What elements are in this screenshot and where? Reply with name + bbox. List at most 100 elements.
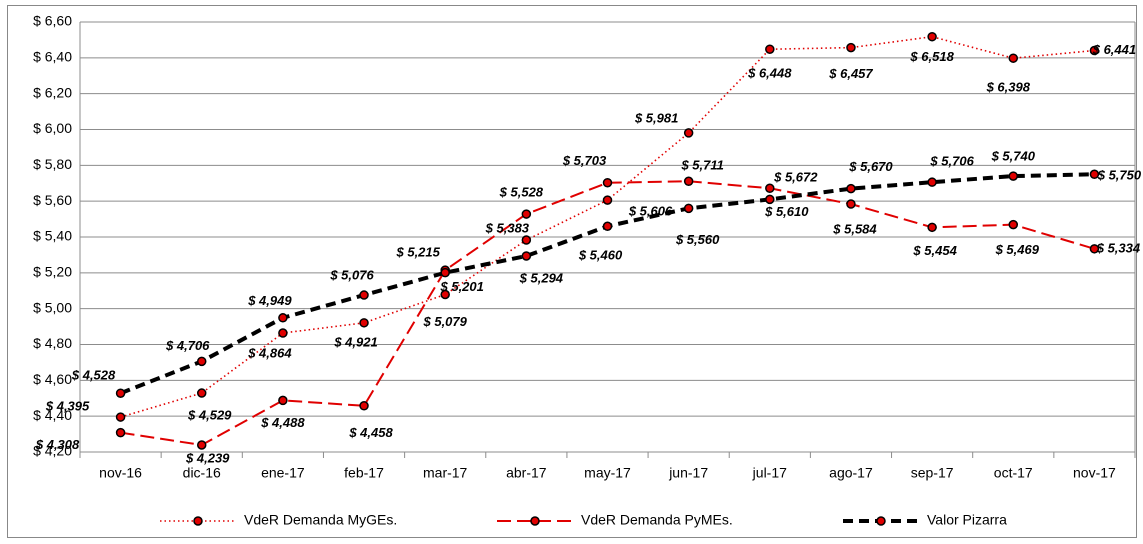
point	[846, 42, 856, 53]
value-label: $ 5,334	[1096, 240, 1141, 255]
y-tick-label: $ 6,40	[33, 49, 72, 65]
value-label: $ 5,981	[634, 110, 678, 125]
point	[1089, 45, 1100, 56]
value-label: $ 4,308	[35, 437, 80, 452]
value-label: $ 6,518	[909, 49, 954, 64]
value-label: $ 6,448	[747, 66, 792, 81]
value-label: $ 5,706	[929, 154, 974, 169]
y-tick-label: $ 6,60	[33, 13, 72, 29]
point	[196, 388, 207, 398]
point	[1008, 171, 1019, 181]
point	[440, 289, 450, 300]
value-label: $ 5,672	[773, 170, 818, 185]
point	[1008, 53, 1019, 63]
y-tick-label: $ 5,60	[33, 192, 72, 208]
value-label: $ 5,740	[991, 149, 1036, 164]
value-label: $ 5,703	[562, 153, 607, 168]
value-label: $ 5,670	[848, 159, 893, 174]
point	[521, 251, 532, 261]
y-tick-label: $ 6,20	[33, 84, 72, 100]
value-label: $ 4,706	[165, 338, 210, 353]
point	[846, 183, 856, 194]
value-label: $ 5,215	[396, 245, 441, 260]
value-label: $ 5,294	[519, 270, 564, 285]
value-label: $ 4,529	[187, 407, 232, 422]
point	[359, 290, 369, 300]
x-tick-label: sep-17	[911, 465, 954, 481]
point	[521, 209, 532, 219]
value-label: $ 4,528	[71, 368, 116, 383]
value-label: $ 5,469	[995, 242, 1040, 257]
point	[683, 128, 694, 138]
value-label: $ 5,528	[499, 185, 544, 200]
point	[521, 235, 532, 245]
value-label: $ 4,864	[247, 345, 292, 360]
x-tick-label: dic-16	[183, 465, 221, 481]
y-tick-label: $ 5,80	[33, 156, 72, 172]
point	[602, 221, 613, 231]
value-label: $ 5,454	[912, 243, 957, 258]
point	[359, 318, 369, 328]
y-tick-label: $ 4,20	[33, 443, 72, 459]
legend-marker	[530, 516, 540, 526]
value-label: $ 6,457	[828, 66, 873, 81]
value-label: $ 5,079	[423, 314, 468, 329]
x-tick-label: abr-17	[506, 465, 547, 481]
legend-marker	[876, 516, 886, 526]
point	[927, 222, 937, 233]
value-label: $ 5,383	[485, 220, 530, 235]
point	[115, 412, 126, 422]
point	[440, 267, 450, 278]
y-tick-label: $ 4,60	[33, 371, 72, 387]
legend-marker	[193, 516, 203, 526]
x-tick-label: oct-17	[994, 465, 1033, 481]
point	[278, 328, 288, 338]
value-label: $ 4,458	[348, 425, 393, 440]
point	[115, 388, 126, 398]
point	[115, 427, 126, 438]
point	[765, 183, 775, 194]
x-tick-label: may-17	[584, 465, 631, 481]
value-label: $ 5,584	[832, 221, 877, 236]
point	[196, 440, 207, 450]
x-tick-label: jun-17	[668, 465, 708, 481]
x-tick-label: nov-16	[99, 465, 142, 481]
point	[602, 195, 613, 205]
y-tick-label: $ 4,80	[33, 335, 72, 351]
legend-label: VdeR Demanda MyGEs.	[244, 512, 397, 528]
x-tick-label: jul-17	[752, 465, 787, 481]
point	[1008, 219, 1019, 230]
value-label: $ 4,395	[45, 399, 90, 414]
value-label: $ 5,076	[329, 267, 374, 282]
y-tick-label: $ 4,40	[33, 407, 72, 423]
point	[602, 177, 613, 188]
value-label: $ 4,488	[260, 415, 305, 430]
point	[927, 177, 937, 187]
chart-border	[7, 5, 1137, 538]
x-tick-label: feb-17	[344, 465, 384, 481]
point	[765, 194, 775, 205]
point	[683, 203, 694, 214]
point	[1089, 169, 1100, 180]
value-label: $ 5,606	[628, 204, 673, 219]
point	[1089, 244, 1100, 254]
x-tick-label: ago-17	[829, 465, 873, 481]
point	[278, 395, 288, 406]
point	[846, 199, 856, 209]
value-label: $ 6,441	[1092, 42, 1136, 57]
value-label: $ 5,711	[680, 158, 723, 173]
point	[196, 356, 207, 367]
value-label: $ 5,610	[764, 204, 809, 219]
point	[278, 313, 288, 323]
legend-label: Valor Pizarra	[927, 512, 1007, 528]
value-label: $ 6,398	[986, 80, 1031, 95]
y-tick-label: $ 5,00	[33, 299, 72, 315]
value-label: $ 5,750	[1097, 168, 1142, 183]
value-label: $ 5,201	[440, 279, 484, 294]
value-label: $ 5,460	[578, 248, 623, 263]
point	[927, 31, 937, 42]
x-tick-label: nov-17	[1073, 465, 1116, 481]
x-tick-label: ene-17	[261, 465, 305, 481]
y-tick-label: $ 5,40	[33, 228, 72, 244]
